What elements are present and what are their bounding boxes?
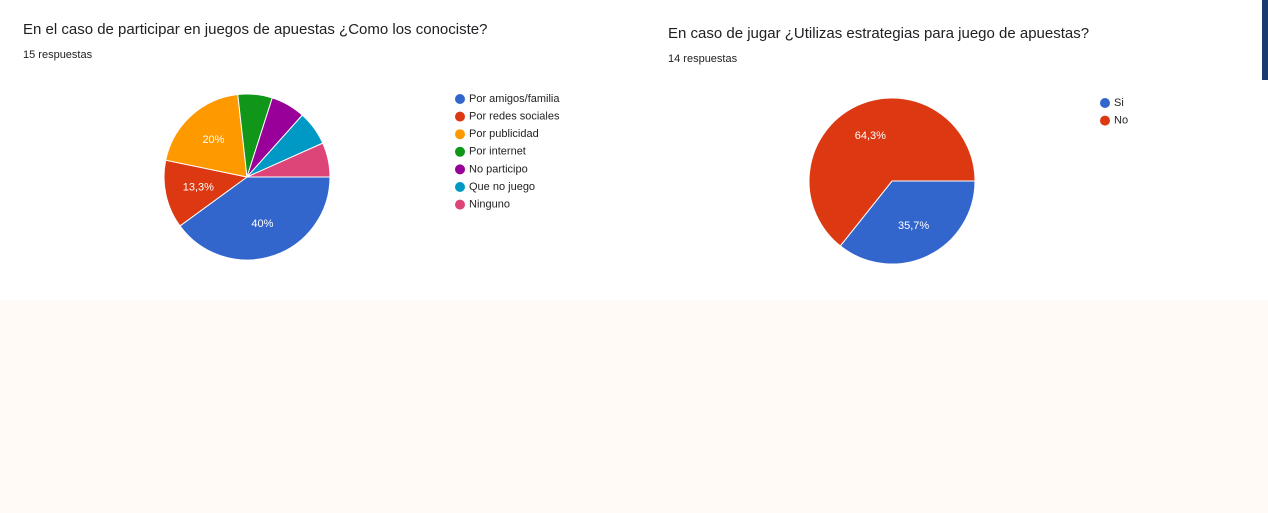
slice-label: 20% [202,134,224,146]
pie-slice [165,93,248,178]
legend-label: Que no juego [469,181,535,193]
pie-slice [246,142,331,178]
legend-label: No participo [469,163,528,175]
chart-title: En el caso de participar en juegos de ap… [23,21,487,38]
slice-label: 40% [251,218,273,230]
pie-slice [163,159,249,227]
legend-marker [1100,98,1110,108]
slice-label: 35,7% [898,220,929,232]
chart-title: En caso de jugar ¿Utilizas estrategias p… [668,25,1089,42]
legend-marker [455,182,465,192]
legend-label: Por internet [469,146,526,158]
legend-label: Por amigos/familia [469,93,560,105]
pie-slice [808,97,976,247]
legend-label: Ninguno [469,199,510,211]
legend-marker [455,111,465,122]
legend-marker [1100,115,1110,126]
legend-marker [455,146,465,157]
legend-marker [455,94,465,104]
slice-label: 64,3% [855,130,886,142]
chart-subtitle: 14 respuestas [668,53,738,65]
legend-marker [455,199,465,210]
legend-label: No [1114,115,1128,127]
pie-slice [179,176,331,261]
legend-marker [455,129,465,140]
chart-subtitle: 15 respuestas [23,49,93,61]
slice-label: 13,3% [183,181,214,193]
legend-marker [455,164,465,175]
background [0,300,1268,513]
legend-label: Por publicidad [469,128,539,140]
legend-label: Por redes sociales [469,111,560,123]
edge [1262,0,1268,80]
legend-label: Si [1114,97,1124,109]
pie-slice [839,180,976,265]
